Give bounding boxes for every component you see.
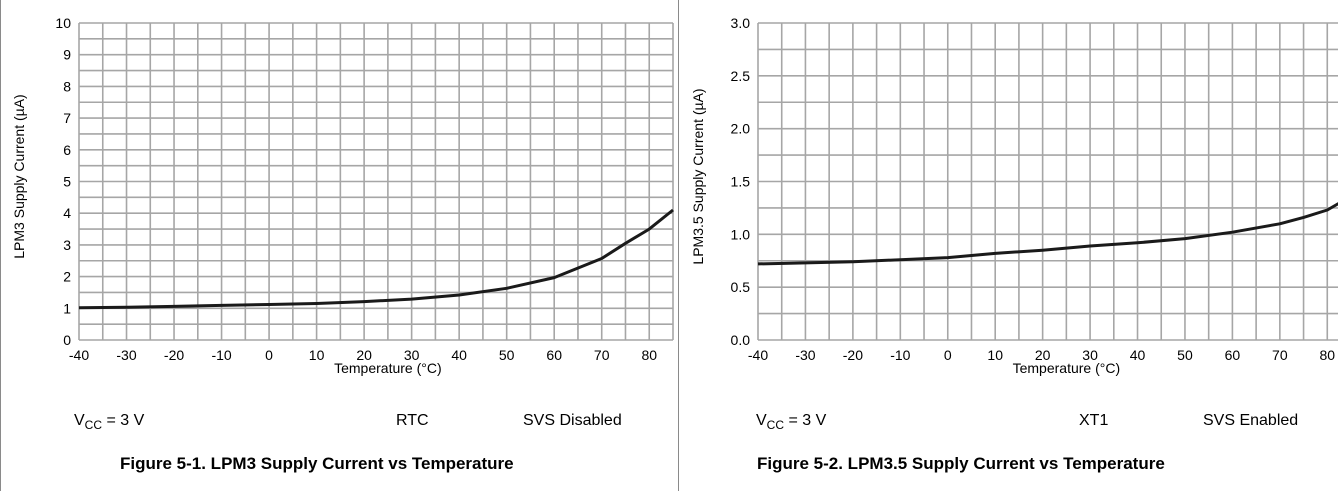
x-tick-label: -10 xyxy=(211,347,231,363)
x-tick-label: -30 xyxy=(795,347,815,363)
y-tick-label: 6 xyxy=(63,142,71,158)
x-tick-label: 60 xyxy=(546,347,562,363)
x-tick-label: 10 xyxy=(309,347,325,363)
series-line xyxy=(757,202,1338,266)
vcc-note: VCC = 3 V xyxy=(756,412,827,432)
x-tick-label: 70 xyxy=(1272,347,1288,363)
mode-note: XT1 xyxy=(1079,412,1109,429)
x-tick-label: 40 xyxy=(1130,347,1146,363)
y-tick-label: 0.0 xyxy=(731,332,751,348)
vcc-note: VCC = 3 V xyxy=(74,412,145,432)
x-axis-label: Temperature (°C) xyxy=(334,360,442,376)
y-tick-label: 2.5 xyxy=(731,68,751,84)
chart-panel-2: 0.0 0.5 1.0 1.5 2.0 2.5 3.0 -40 -30 -20 -10 0 10 20 30… xyxy=(679,0,1338,491)
x-tick-label: -40 xyxy=(748,347,768,363)
x-tick-label: 60 xyxy=(1225,347,1241,363)
y-axis-label: LPM3.5 Supply Current (µA) xyxy=(690,88,706,264)
y-tick-label: 9 xyxy=(63,47,71,63)
y-tick-label: 0 xyxy=(63,332,71,348)
x-tick-label: -40 xyxy=(69,347,89,363)
y-tick-label: 10 xyxy=(55,15,71,31)
y-tick-label: 4 xyxy=(63,205,71,221)
y-tick-label: 1 xyxy=(63,300,71,316)
y-tick-label: 2 xyxy=(63,269,71,285)
y-axis-label: LPM3 Supply Current (µA) xyxy=(11,94,27,258)
x-tick-label: -30 xyxy=(116,347,136,363)
x-tick-label: 40 xyxy=(451,347,467,363)
y-tick-label: 1.5 xyxy=(731,174,751,190)
x-tick-label: 10 xyxy=(987,347,1003,363)
y-tick-label: 3.0 xyxy=(731,15,751,31)
y-tick-label: 3 xyxy=(63,237,71,253)
x-tick-label: -20 xyxy=(843,347,863,363)
mode-note: RTC xyxy=(396,412,429,429)
x-tick-label: 80 xyxy=(641,347,657,363)
y-tick-label: 8 xyxy=(63,78,71,94)
x-tick-label: 20 xyxy=(356,347,372,363)
x-tick-label: 50 xyxy=(499,347,515,363)
y-tick-label: 7 xyxy=(63,110,71,126)
series-line xyxy=(78,208,674,310)
svs-note: SVS Disabled xyxy=(523,412,622,429)
svs-note: SVS Enabled xyxy=(1203,412,1299,429)
x-tick-label: 0 xyxy=(944,347,952,363)
chart-panel-1: 0 1 2 3 4 5 6 7 8 9 10 -40 -30 -20 -10 0 10 20 30 40 50 60 70 8… xyxy=(0,0,679,491)
x-tick-label: 80 xyxy=(1319,347,1335,363)
figure-caption: Figure 5-1. LPM3 Supply Current vs Tempe… xyxy=(120,454,514,473)
y-tick-label: 1.0 xyxy=(731,226,751,242)
x-tick-label: 30 xyxy=(404,347,420,363)
x-tick-label: 0 xyxy=(265,347,273,363)
y-tick-label: 2.0 xyxy=(731,121,751,137)
y-tick-label: 0.5 xyxy=(731,279,751,295)
x-tick-label: 50 xyxy=(1177,347,1193,363)
chart-2-svg: 0.0 0.5 1.0 1.5 2.0 2.5 3.0 -40 -30 -20 -10 0 10 20 30… xyxy=(690,15,1338,376)
x-axis-label: Temperature (°C) xyxy=(1013,360,1121,376)
y-tick-label: 5 xyxy=(63,174,71,190)
x-tick-label: 70 xyxy=(594,347,610,363)
x-tick-label: -10 xyxy=(890,347,910,363)
x-tick-label: 20 xyxy=(1035,347,1051,363)
chart-1-svg: 0 1 2 3 4 5 6 7 8 9 10 -40 -30 -20 -10 0 10 20 30 40 50 60 70 8… xyxy=(11,15,674,376)
x-tick-label: -20 xyxy=(164,347,184,363)
x-tick-label: 30 xyxy=(1082,347,1098,363)
figure-caption: Figure 5-2. LPM3.5 Supply Current vs Tem… xyxy=(757,454,1165,473)
